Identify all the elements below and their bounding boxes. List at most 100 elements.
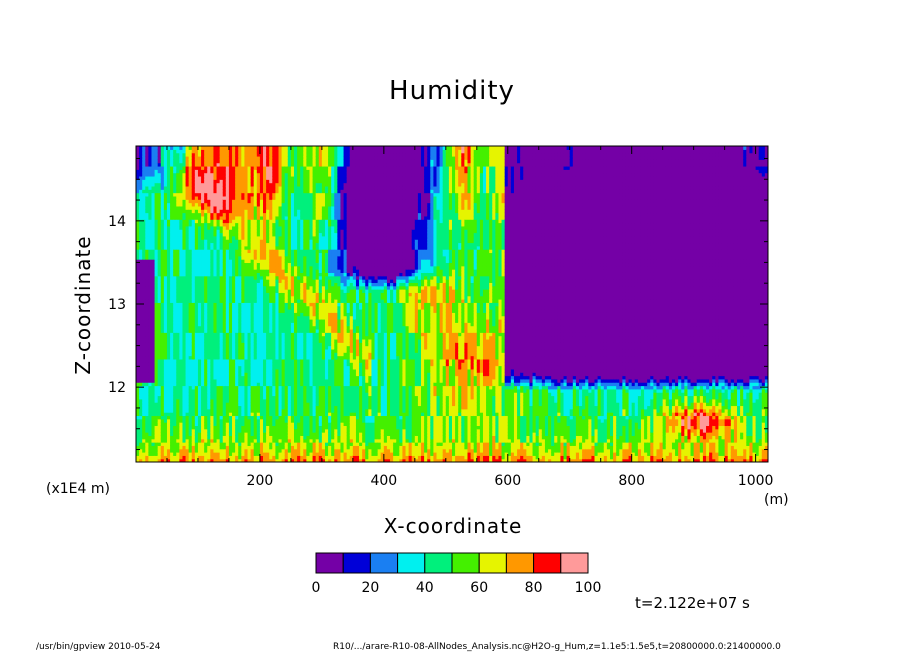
heatmap-cell: [228, 415, 233, 420]
heatmap-cell: [176, 185, 180, 190]
heatmap-cell: [216, 279, 221, 283]
heatmap-cell: [241, 362, 246, 367]
heatmap-cell: [142, 348, 146, 353]
heatmap-cell: [191, 348, 196, 353]
heatmap-cell: [173, 308, 177, 313]
heatmap-cell: [145, 232, 149, 237]
heatmap-cell: [176, 415, 180, 420]
heatmap-cell: [204, 388, 208, 393]
heatmap-cell: [197, 422, 202, 427]
heatmap-cell: [136, 322, 140, 327]
heatmap-cell: [241, 352, 246, 357]
heatmap-cell: [157, 232, 162, 237]
heatmap-cell: [266, 455, 270, 460]
heatmap-cell: [157, 325, 162, 330]
heatmap-cell: [213, 405, 218, 410]
heatmap-cell: [204, 245, 208, 250]
heatmap-cell: [197, 355, 202, 360]
heatmap-cell: [281, 452, 286, 456]
heatmap-cell: [232, 222, 236, 227]
heatmap-cell: [170, 299, 174, 303]
heatmap-cell: [250, 438, 255, 443]
heatmap-cell: [256, 405, 261, 410]
heatmap-cell: [213, 259, 218, 264]
heatmap-cell: [241, 299, 246, 303]
heatmap-cell: [176, 239, 180, 244]
time-annotation: t=2.122e+07 s: [635, 594, 750, 612]
heatmap-cell: [228, 235, 233, 240]
heatmap-cell: [151, 169, 156, 174]
heatmap-cell: [278, 408, 283, 413]
heatmap-cell: [182, 372, 187, 377]
heatmap-cell: [238, 289, 242, 293]
heatmap-cell: [287, 212, 292, 217]
heatmap-cell: [163, 355, 168, 360]
heatmap-cell: [148, 162, 153, 167]
heatmap-cell: [157, 299, 162, 303]
heatmap-cell: [194, 225, 199, 230]
heatmap-cell: [244, 229, 249, 234]
heatmap-cell: [250, 362, 255, 367]
heatmap-cell: [263, 368, 267, 373]
heatmap-cell: [238, 378, 242, 383]
heatmap-cell: [201, 182, 205, 187]
heatmap-cell: [142, 232, 146, 237]
heatmap-cell: [228, 159, 233, 164]
heatmap-cell: [266, 458, 270, 462]
heatmap-cell: [201, 342, 205, 347]
heatmap-cell: [250, 318, 255, 323]
heatmap-cell: [253, 455, 258, 460]
heatmap-cell: [287, 375, 292, 380]
heatmap-cell: [232, 352, 236, 357]
heatmap-cell: [160, 315, 165, 320]
heatmap-cell: [204, 445, 208, 450]
heatmap-cell: [272, 302, 277, 307]
heatmap-cell: [182, 305, 187, 310]
heatmap-cell: [284, 448, 289, 453]
heatmap-cell: [244, 375, 249, 380]
heatmap-cell: [219, 418, 224, 423]
heatmap-cell: [232, 378, 236, 383]
heatmap-cell: [176, 182, 180, 187]
heatmap-cell: [139, 215, 143, 220]
heatmap-cell: [241, 345, 246, 350]
heatmap-cell: [136, 225, 140, 230]
heatmap-cell: [228, 362, 233, 367]
heatmap-cell: [219, 252, 224, 257]
heatmap-cell: [222, 355, 227, 360]
heatmap-cell: [238, 338, 242, 343]
heatmap-cell: [281, 179, 286, 184]
heatmap-cell: [166, 205, 171, 210]
heatmap-cell: [151, 289, 156, 293]
heatmap-cell: [179, 279, 184, 283]
heatmap-cell: [207, 335, 211, 340]
heatmap-cell: [241, 172, 246, 177]
heatmap-cell: [157, 252, 162, 257]
heatmap-cell: [263, 365, 267, 370]
heatmap-cell: [197, 342, 202, 347]
heatmap-cell: [287, 289, 292, 293]
heatmap-cell: [225, 182, 230, 187]
heatmap-cell: [238, 279, 242, 283]
heatmap-cell: [256, 365, 261, 370]
heatmap-cell: [275, 192, 280, 197]
heatmap-cell: [182, 438, 187, 443]
heatmap-cell: [151, 172, 156, 177]
heatmap-cell: [179, 355, 184, 360]
heatmap-cell: [244, 269, 249, 273]
heatmap-cell: [259, 338, 264, 343]
heatmap-cell: [207, 425, 211, 430]
heatmap-cell: [176, 245, 180, 250]
heatmap-cell: [256, 398, 261, 403]
heatmap-cell: [201, 255, 205, 260]
heatmap-cell: [241, 189, 246, 194]
heatmap-cell: [219, 275, 224, 280]
heatmap-cell: [278, 229, 283, 234]
heatmap-cell: [222, 189, 227, 194]
heatmap-cell: [170, 432, 174, 436]
heatmap-cell: [241, 358, 246, 363]
heatmap-cell: [179, 269, 184, 273]
heatmap-cell: [170, 378, 174, 383]
heatmap-cell: [182, 405, 187, 410]
heatmap-cell: [173, 305, 177, 310]
